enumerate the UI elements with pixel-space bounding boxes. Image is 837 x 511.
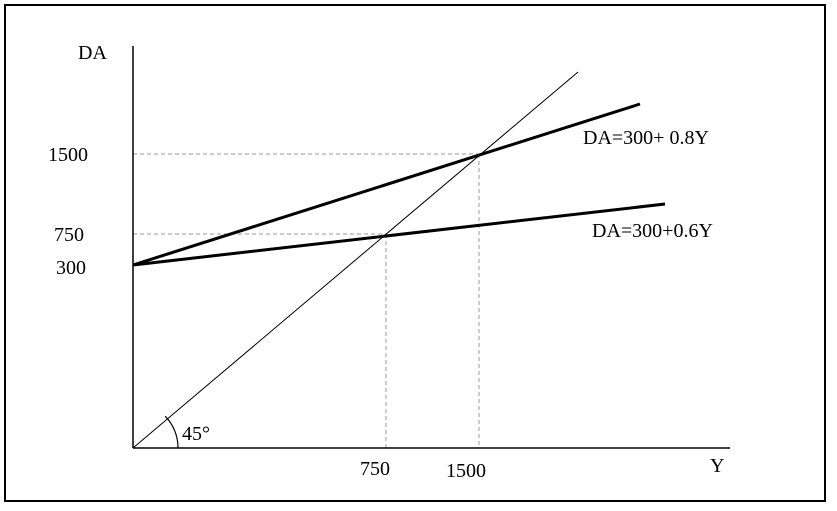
- series-label-mpc-0.8: DA=300+ 0.8Y: [583, 127, 709, 149]
- da-line-mpc-0.6: [132, 202, 666, 267]
- chart-frame: [4, 4, 826, 502]
- angle-arc: [164, 415, 179, 449]
- series-label-mpc-0.6: DA=300+0.6Y: [592, 220, 713, 242]
- y-tick-label-1500: 1500: [48, 144, 88, 166]
- y-axis-label: DA: [78, 42, 107, 64]
- y-tick-label-300: 300: [56, 257, 86, 279]
- line-45-degree: [132, 71, 579, 449]
- x-tick-label-750: 750: [360, 458, 390, 480]
- x-axis-label: Y: [710, 455, 724, 477]
- angle-label: 45°: [182, 423, 210, 445]
- axes: [132, 46, 730, 449]
- y-tick-label-750: 750: [54, 224, 84, 246]
- x-tick-label-1500: 1500: [446, 460, 486, 482]
- guide-lines: [133, 153, 480, 448]
- series-lines: [132, 71, 666, 449]
- da-line-mpc-0.8: [132, 102, 641, 267]
